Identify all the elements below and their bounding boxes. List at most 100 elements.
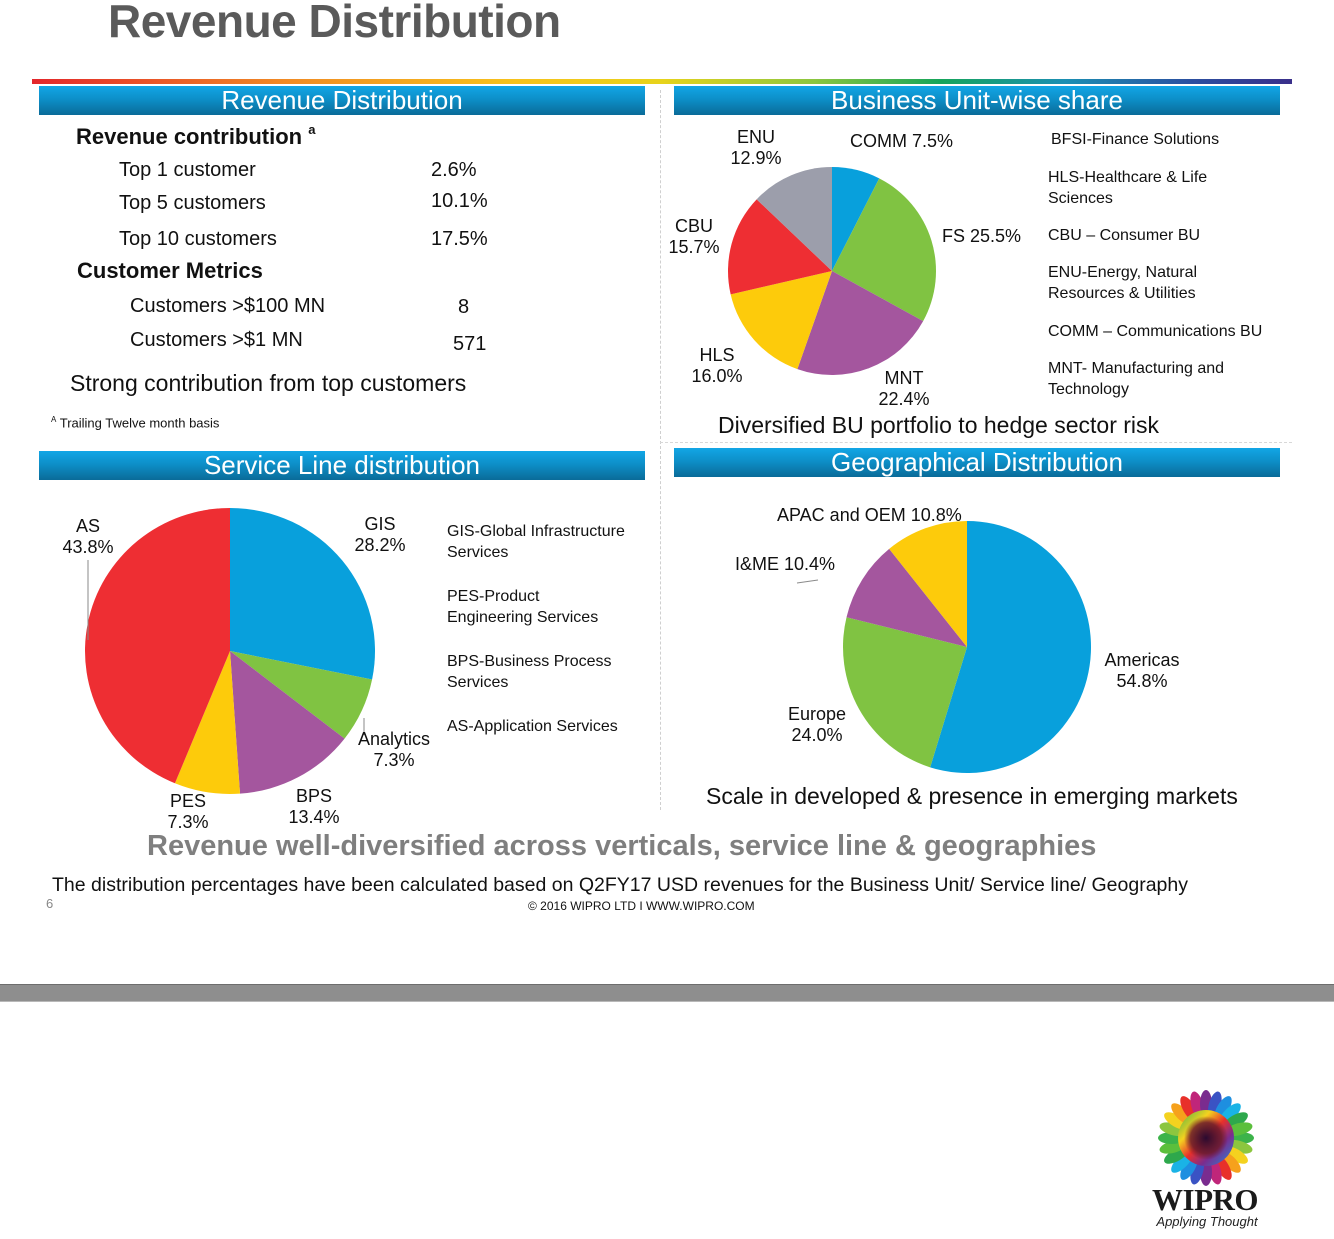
bu-legend-line: HLS-Healthcare & Life [1048,169,1208,186]
service-label-bps-value: 13.4% [288,807,340,827]
bu-label-enu: ENU 12.9% [728,127,784,169]
slide-title: Revenue Distribution [108,0,561,47]
service-legend-line: Services [447,544,509,561]
geo-slice-i-me [846,548,967,647]
service-label-pes-value: 7.3% [167,812,209,832]
bu-legend-line: Resources & Utilities [1048,285,1196,302]
bu-slice-fs [832,178,936,322]
sunflower-logo-icon [1158,1090,1254,1186]
superscript-marker: a [308,122,316,137]
logo-brand-text: WIPRO [1152,1182,1259,1217]
bu-label-mnt-value: 22.4% [878,389,930,409]
metrics-row-value: 8 [458,296,470,318]
bu-label-mnt: MNT 22.4% [876,368,932,410]
geo-slice-apac-and-oem [889,521,967,647]
service-label-as-value: 43.8% [62,537,114,557]
flower-core [1184,1116,1228,1160]
service-slice-bps [230,651,345,794]
service-legend-item: GIS-Global Infrastructure Services [447,521,625,563]
geo-label-americas: Americas 54.8% [1098,650,1186,692]
service-slice-pes [174,651,241,794]
revenue-caption: Strong contribution from top customers [70,370,467,396]
geo-caption: Scale in developed & presence in emergin… [706,783,1238,809]
bu-label-enu-name: ENU [736,127,775,147]
service-legend-line: AS-Application Services [447,718,618,735]
contribution-row-label: Top 1 customer [119,159,256,181]
service-label-analytics: Analytics 7.3% [354,729,434,771]
bu-slice-cbu [728,199,832,295]
bu-legend-line: COMM – Communications BU [1048,323,1263,340]
bu-legend-item: CBU – Consumer BU [1048,225,1200,246]
bu-slice-mnt [797,271,924,375]
bu-legend-item: COMM – Communications BU [1048,321,1262,342]
bu-label-mnt-name: MNT [884,368,924,388]
bu-legend-line: ENU-Energy, Natural [1048,264,1198,281]
service-label-pes: PES 7.3% [160,791,216,833]
service-legend-item: PES-Product Engineering Services [447,586,598,628]
service-label-pes-name: PES [169,791,207,811]
metrics-row-label: Customers >$100 MN [130,295,326,317]
service-slice-gis [230,508,375,680]
revenue-contribution-heading: Revenue contribution a [76,122,315,150]
bu-label-cbu-name: CBU [674,216,713,236]
geo-label-apac: APAC and OEM 10.8% [777,505,962,525]
page-number: 6 [46,896,54,911]
geo-label-europe-name: Europe [787,704,847,724]
geo-panel-header: Geographical Distribution [674,448,1280,477]
service-label-gis-name: GIS [364,514,396,534]
bu-legend-line: Sciences [1048,190,1113,207]
footnote-text: Trailing Twelve month basis [59,415,220,431]
geo-label-americas-name: Americas [1104,650,1180,670]
bu-legend-line: MNT- Manufacturing and [1048,360,1225,377]
metrics-row-label: Customers >$1 MN [130,329,303,351]
customer-metrics-heading: Customer Metrics [77,258,263,283]
geo-label-europe-value: 24.0% [791,725,843,745]
revenue-contribution-heading-text: Revenue contribution [76,124,303,149]
bu-legend-item: ENU-Energy, Natural Resources & Utilitie… [1048,262,1197,304]
revenue-panel-header: Revenue Distribution [39,86,645,115]
bu-legend-line: BFSI-Finance Solutions [1051,131,1220,148]
service-label-analytics-value: 7.3% [373,750,415,770]
service-legend-line: PES-Product [447,588,540,605]
bu-legend-line: Technology [1048,381,1129,398]
geo-slice-europe [842,617,967,768]
metrics-row-value: 571 [453,333,487,355]
bu-slice-enu [756,167,832,271]
bu-label-hls: HLS 16.0% [689,345,745,387]
bu-label-comm: COMM 7.5% [850,131,954,151]
service-legend-item: BPS-Business Process Services [447,651,612,693]
revenue-footnote: A Trailing Twelve month basis [51,415,219,430]
service-slice-as [85,508,230,784]
footnote-marker: A [51,415,57,424]
service-label-bps: BPS 13.4% [284,786,344,828]
service-legend-line: BPS-Business Process [447,653,612,670]
bu-label-cbu-value: 15.7% [668,237,720,257]
ime-leader-line [796,579,819,584]
geo-label-americas-value: 54.8% [1116,671,1168,691]
service-label-gis: GIS 28.2% [350,514,410,556]
service-legend-line: Engineering Services [447,609,599,626]
wipro-logo: WIPRO Applying Thought [1130,1082,1280,1232]
service-legend-item: AS-Application Services [447,716,618,737]
bu-slice-comm [832,167,880,271]
bu-label-enu-value: 12.9% [730,148,782,168]
service-legend-line: Services [447,674,509,691]
service-label-as-name: AS [75,516,100,536]
panel-divider-horizontal [660,442,1292,443]
logo-tagline: Applying Thought [1156,1214,1258,1229]
window-separator-bar [0,984,1334,1002]
service-panel-header: Service Line distribution [39,451,645,480]
bu-caption: Diversified BU portfolio to hedge sector… [718,412,1160,438]
contribution-row-value: 17.5% [431,228,488,250]
summary-headline: Revenue well-diversified across vertical… [147,830,1097,862]
geo-label-europe: Europe 24.0% [782,704,852,746]
bu-legend-item: BFSI-Finance Solutions [1051,129,1219,150]
bu-legend-line: CBU – Consumer BU [1048,227,1201,244]
contribution-row-label: Top 10 customers [119,228,277,250]
contribution-row-label: Top 5 customers [119,192,266,214]
geo-slice-americas [930,521,1091,773]
contribution-row-value: 10.1% [431,190,488,212]
